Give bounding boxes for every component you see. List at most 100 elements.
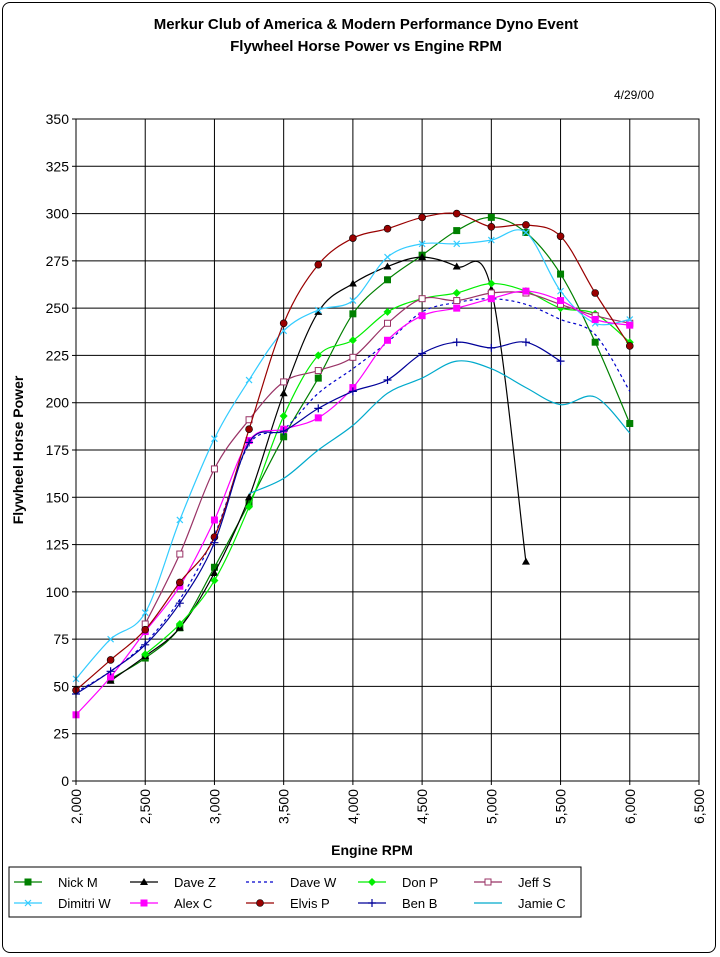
data-point-jeff-s <box>314 367 322 375</box>
data-point-alex-c <box>487 295 495 303</box>
legend-label: Don P <box>402 875 438 890</box>
data-point-elvis-p <box>349 234 357 242</box>
data-point-elvis-p <box>141 625 150 634</box>
series-line-jamie-c <box>248 360 631 495</box>
y-tick-label: 100 <box>46 584 70 600</box>
y-tick-label: 50 <box>53 678 69 694</box>
x-tick-label: 2,500 <box>137 789 153 824</box>
data-point-nick-m <box>557 270 565 278</box>
series-line-dimitri-w <box>75 229 630 680</box>
chart-title: Merkur Club of America & Modern Performa… <box>154 16 579 33</box>
y-tick-label: 225 <box>46 347 70 363</box>
data-point-jeff-s <box>349 353 357 361</box>
legend-item-dimitri-w: Dimitri W <box>14 896 111 911</box>
x-tick-label: 5,000 <box>483 789 499 824</box>
data-point-dave-z <box>452 262 461 270</box>
series-line-elvis-p <box>75 212 631 691</box>
plot-area <box>72 209 634 719</box>
legend-box <box>8 866 582 918</box>
data-point-jeff-s <box>487 289 495 297</box>
data-point-ben-b <box>210 538 219 547</box>
data-point-ben-b <box>383 376 392 385</box>
y-tick-label: 150 <box>46 489 70 505</box>
x-tick-label: 2,000 <box>68 789 84 824</box>
series-jamie-c <box>248 360 631 495</box>
chart-subtitle: Flywheel Horse Power vs Engine RPM <box>230 38 502 55</box>
data-point-dimitri-w <box>245 376 253 384</box>
data-point-ben-b <box>314 404 323 413</box>
legend-marker <box>484 878 492 886</box>
data-point-elvis-p <box>487 223 496 231</box>
legend-item-jeff-s: Jeff S <box>474 875 551 890</box>
data-point-ben-b <box>521 338 530 347</box>
data-point-jeff-s <box>280 378 288 386</box>
data-point-ben-b <box>348 387 357 396</box>
data-point-alex-c <box>418 312 426 320</box>
data-point-alex-c <box>384 336 391 344</box>
y-tick-label: 200 <box>46 395 70 411</box>
data-point-don-p <box>314 351 323 360</box>
data-point-jeff-s <box>418 295 426 303</box>
data-point-don-p <box>487 279 496 288</box>
data-point-alex-c <box>557 297 565 305</box>
data-point-jeff-s <box>176 550 184 558</box>
data-point-ben-b <box>279 427 288 436</box>
series-elvis-p <box>72 209 634 695</box>
data-point-elvis-p <box>625 342 634 350</box>
data-point-nick-m <box>349 310 357 318</box>
data-point-ben-b <box>556 357 565 366</box>
data-point-ben-b <box>175 599 184 608</box>
data-point-ben-b <box>452 338 461 347</box>
data-point-don-p <box>141 650 150 659</box>
data-point-dave-z <box>210 568 219 576</box>
y-tick-label: 125 <box>46 537 70 553</box>
y-tick-label: 25 <box>53 726 69 742</box>
legend-item-dave-z: Dave Z <box>130 875 216 890</box>
data-point-don-p <box>452 289 461 298</box>
data-point-dimitri-w <box>418 240 426 248</box>
data-point-ben-b <box>141 640 150 649</box>
y-tick-label: 325 <box>46 158 70 174</box>
legend: Nick M Dave Z Dave W Don P Jeff S Dimitri W Al… <box>8 866 582 918</box>
data-point-elvis-p <box>383 224 392 233</box>
data-point-dave-z <box>314 307 323 315</box>
y-tick-label: 75 <box>53 631 69 647</box>
legend-item-elvis-p: Elvis P <box>246 896 330 911</box>
x-tick-label: 4,000 <box>345 789 361 824</box>
data-point-dave-z <box>521 557 530 565</box>
data-point-nick-m <box>453 227 461 235</box>
y-tick-label: 175 <box>46 442 70 458</box>
data-point-elvis-p <box>106 656 115 664</box>
data-point-ben-b <box>418 349 427 358</box>
data-point-nick-m <box>591 338 599 346</box>
legend-marker <box>368 878 376 886</box>
data-point-dave-z <box>279 389 288 397</box>
legend-marker <box>140 899 148 907</box>
data-point-elvis-p <box>522 221 530 229</box>
x-tick-label: 4,500 <box>414 789 430 824</box>
legend-item-alex-c: Alex C <box>130 896 212 911</box>
legend-marker <box>24 899 32 907</box>
legend-marker <box>256 899 264 907</box>
legend-item-nick-m: Nick M <box>14 875 98 890</box>
legend-label: Elvis P <box>290 896 330 911</box>
data-point-jeff-s <box>210 465 218 473</box>
data-point-dimitri-w <box>107 635 115 643</box>
series-dimitri-w <box>72 229 634 683</box>
data-point-alex-c <box>626 321 634 329</box>
data-point-elvis-p <box>418 213 426 222</box>
data-point-don-p <box>348 336 357 345</box>
x-tick-label: 3,500 <box>276 789 292 824</box>
y-tick-label: 0 <box>61 773 69 789</box>
series-ben-b <box>72 338 565 698</box>
x-tick-label: 6,500 <box>691 789 707 824</box>
series-line-nick-m <box>110 216 631 680</box>
series-line-ben-b <box>75 341 561 695</box>
chart-date: 4/29/00 <box>614 88 654 102</box>
data-point-elvis-p <box>176 578 184 587</box>
data-point-nick-m <box>314 374 322 382</box>
data-point-alex-c <box>591 315 599 323</box>
data-point-dimitri-w <box>314 306 322 314</box>
legend-item-don-p: Don P <box>358 875 438 890</box>
series-line-don-p <box>144 282 631 655</box>
